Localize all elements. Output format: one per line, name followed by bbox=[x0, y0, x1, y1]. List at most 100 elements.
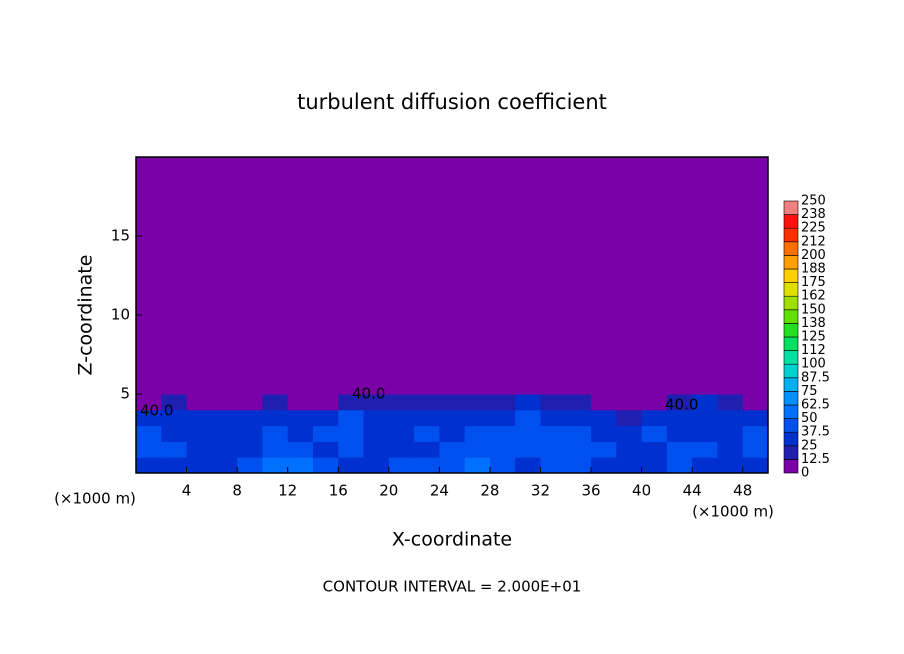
field-cell bbox=[692, 457, 718, 474]
field-cell bbox=[692, 425, 718, 442]
field-cell bbox=[287, 457, 314, 474]
field-cell bbox=[338, 409, 365, 427]
y-tick-label: 15 bbox=[111, 227, 130, 245]
field-cell bbox=[717, 409, 744, 427]
field-cell bbox=[161, 157, 188, 395]
field-cell bbox=[186, 157, 213, 395]
x-tick-label: 24 bbox=[430, 482, 449, 500]
field-cell bbox=[388, 409, 415, 427]
field-cell bbox=[161, 441, 188, 458]
field-cell bbox=[464, 425, 491, 442]
field-cell bbox=[717, 441, 744, 458]
field-cell bbox=[363, 441, 390, 458]
field-cell bbox=[717, 157, 744, 395]
x-tick-label: 44 bbox=[683, 482, 702, 500]
field-cell bbox=[464, 457, 491, 474]
field-cell bbox=[666, 409, 693, 427]
field-cell bbox=[211, 425, 238, 442]
field-cell bbox=[540, 394, 567, 411]
field-cell bbox=[287, 441, 314, 458]
field-cell bbox=[641, 157, 668, 395]
field-cell bbox=[237, 394, 263, 411]
x-unit: (×1000 m) bbox=[692, 503, 774, 521]
field-cell bbox=[363, 157, 390, 395]
colorbar-label: 125 bbox=[801, 330, 826, 345]
field-cell bbox=[338, 394, 365, 411]
colorbar-label: 100 bbox=[801, 357, 826, 372]
field-cell bbox=[211, 394, 238, 411]
field-cell bbox=[136, 394, 162, 411]
field-cell bbox=[136, 441, 162, 458]
field-cell bbox=[641, 409, 668, 427]
field-cell bbox=[186, 425, 213, 442]
field-cell bbox=[666, 457, 693, 474]
field-cell bbox=[312, 409, 339, 427]
colorbar-box bbox=[783, 459, 799, 474]
field-cell bbox=[489, 457, 516, 474]
field-cell bbox=[161, 425, 188, 442]
field-cell bbox=[439, 409, 466, 427]
field-cell bbox=[287, 409, 314, 427]
field-cell bbox=[312, 157, 339, 395]
y-tick-label: 5 bbox=[120, 385, 130, 403]
x-tick-label: 48 bbox=[733, 482, 752, 500]
field-cell bbox=[489, 441, 516, 458]
field-cell bbox=[540, 157, 567, 395]
x-tick-label: 4 bbox=[182, 482, 192, 500]
field-cell bbox=[666, 441, 693, 458]
field-cell bbox=[262, 457, 289, 474]
colorbar-label: 50 bbox=[801, 411, 818, 426]
colorbar-box bbox=[783, 336, 799, 351]
field-cell bbox=[666, 394, 693, 411]
field-cell bbox=[692, 157, 718, 395]
field-cell bbox=[717, 394, 744, 411]
field-cell bbox=[591, 157, 617, 395]
field-cell bbox=[616, 157, 643, 395]
field-cell bbox=[161, 457, 188, 474]
colorbar-label: 25 bbox=[801, 438, 818, 453]
colorbar-label: 150 bbox=[801, 302, 826, 317]
colorbar-label: 0 bbox=[801, 466, 809, 481]
colorbar-label: 250 bbox=[801, 194, 826, 209]
field-cell bbox=[591, 425, 617, 442]
field-cell bbox=[262, 409, 289, 427]
colorbar-label: 87.5 bbox=[801, 370, 830, 385]
contour-label: 40.0 bbox=[665, 396, 698, 414]
field-cell bbox=[136, 157, 162, 395]
colorbar-label: 200 bbox=[801, 248, 826, 263]
field-cell bbox=[439, 441, 466, 458]
field-cell bbox=[641, 441, 668, 458]
field-cell bbox=[565, 425, 592, 442]
field-cell bbox=[742, 457, 769, 474]
field-cell bbox=[211, 441, 238, 458]
field-cell bbox=[565, 441, 592, 458]
y-axis-label: Z-coordinate bbox=[75, 255, 97, 376]
field-cell bbox=[363, 457, 390, 474]
field-cell bbox=[388, 157, 415, 395]
field-cell bbox=[515, 441, 541, 458]
colorbar-box bbox=[783, 214, 799, 229]
field-cell bbox=[312, 394, 339, 411]
field-cell bbox=[464, 409, 491, 427]
x-tick-label: 8 bbox=[232, 482, 242, 500]
field-cell bbox=[186, 394, 213, 411]
field-cell bbox=[338, 425, 365, 442]
field-cell bbox=[186, 409, 213, 427]
colorbar-label: 188 bbox=[801, 262, 826, 277]
field-cell bbox=[388, 457, 415, 474]
field-cell bbox=[666, 425, 693, 442]
x-tick-label: 16 bbox=[329, 482, 348, 500]
field-cell bbox=[262, 425, 289, 442]
field-cell bbox=[717, 425, 744, 442]
field-cell bbox=[262, 441, 289, 458]
field-cell bbox=[565, 409, 592, 427]
field-cell bbox=[641, 394, 668, 411]
field-cell bbox=[616, 394, 643, 411]
field-cell bbox=[136, 425, 162, 442]
colorbar-box bbox=[783, 309, 799, 324]
field-cell bbox=[186, 441, 213, 458]
field-cell bbox=[237, 409, 263, 427]
field-cell bbox=[692, 441, 718, 458]
colorbar-box bbox=[783, 255, 799, 270]
field-cell bbox=[742, 425, 769, 442]
